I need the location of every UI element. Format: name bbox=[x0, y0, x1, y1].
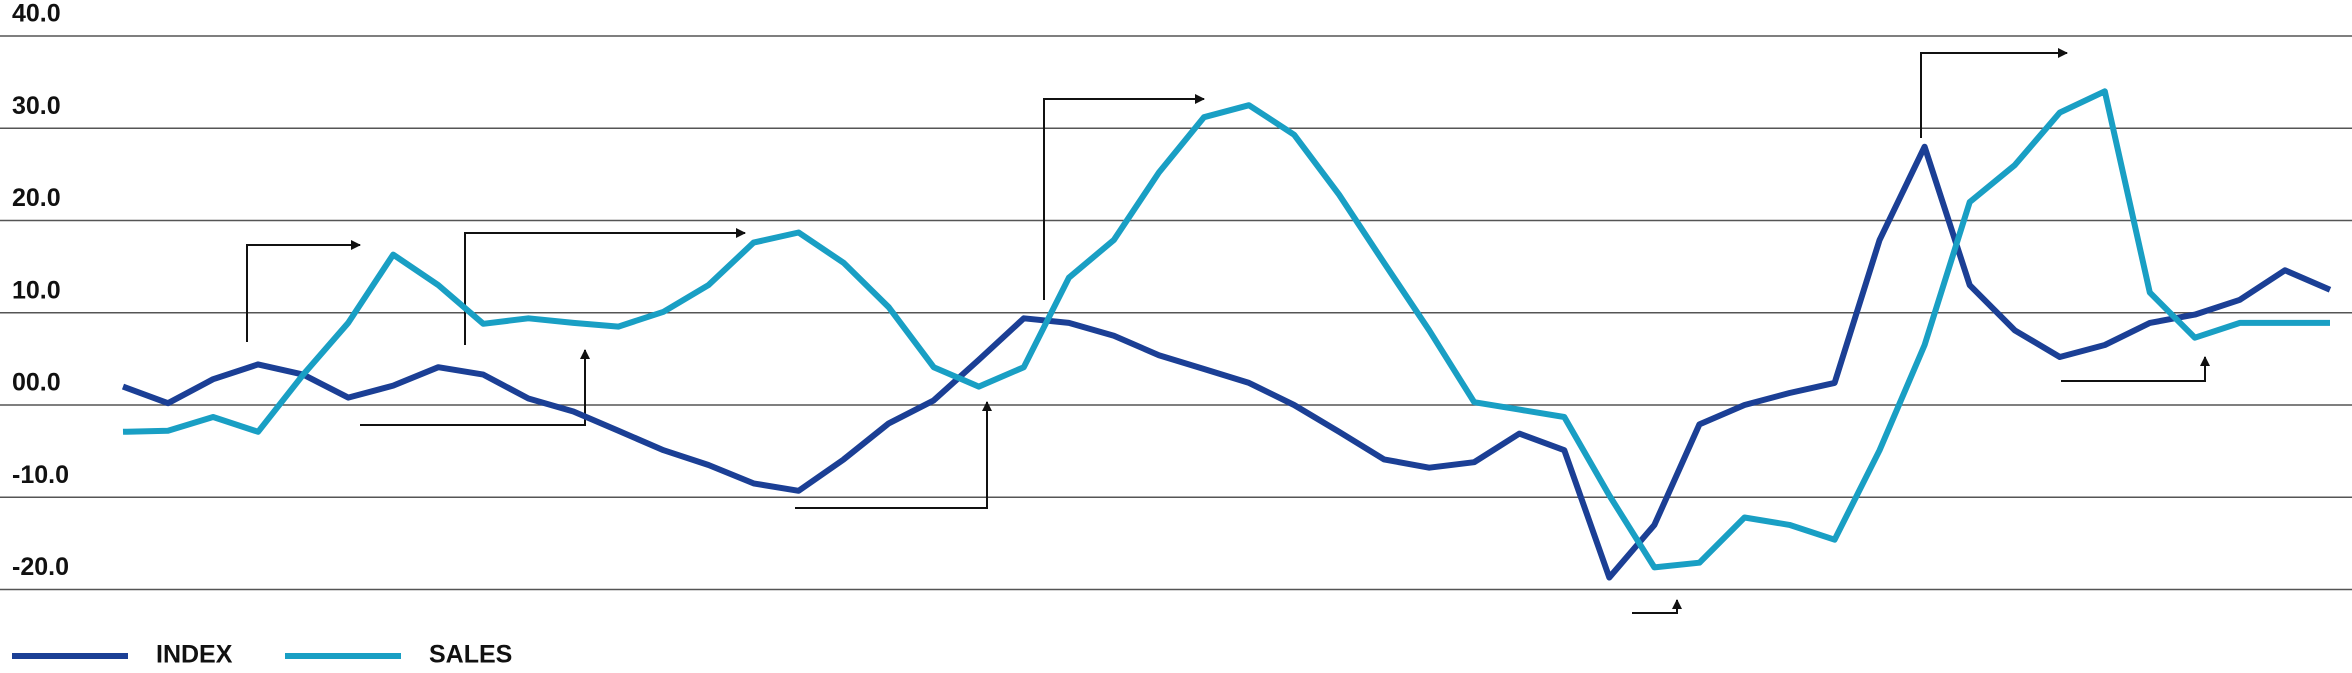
annotation-arrow bbox=[1043, 94, 1205, 300]
series-line bbox=[122, 88, 2330, 571]
lines bbox=[121, 88, 2332, 581]
series-line bbox=[121, 143, 2332, 581]
annotation-arrow bbox=[1632, 599, 1682, 614]
y-tick-label: 40.0 bbox=[12, 0, 61, 28]
legend-label: INDEX bbox=[156, 641, 233, 669]
annotation-arrow bbox=[2061, 356, 2210, 382]
annotation-arrow bbox=[795, 401, 992, 509]
annotations bbox=[246, 48, 2210, 614]
y-tick-label: 10.0 bbox=[12, 276, 61, 304]
legend-label: SALES bbox=[429, 641, 512, 669]
y-tick-label: -10.0 bbox=[12, 461, 69, 489]
y-tick-label: 30.0 bbox=[12, 92, 61, 120]
legend: INDEX SALES bbox=[12, 641, 512, 669]
annotation-arrow bbox=[360, 349, 590, 426]
annotation-arrow bbox=[1920, 48, 2068, 138]
y-tick-label: 00.0 bbox=[12, 369, 61, 397]
y-tick-label: -20.0 bbox=[12, 553, 69, 581]
y-tick-label: 20.0 bbox=[12, 184, 61, 212]
grid: 40.0 30.0 20.0 10.0 00.0 -10.0 -20.0 bbox=[0, 0, 2352, 591]
annotation-arrow bbox=[246, 240, 361, 342]
